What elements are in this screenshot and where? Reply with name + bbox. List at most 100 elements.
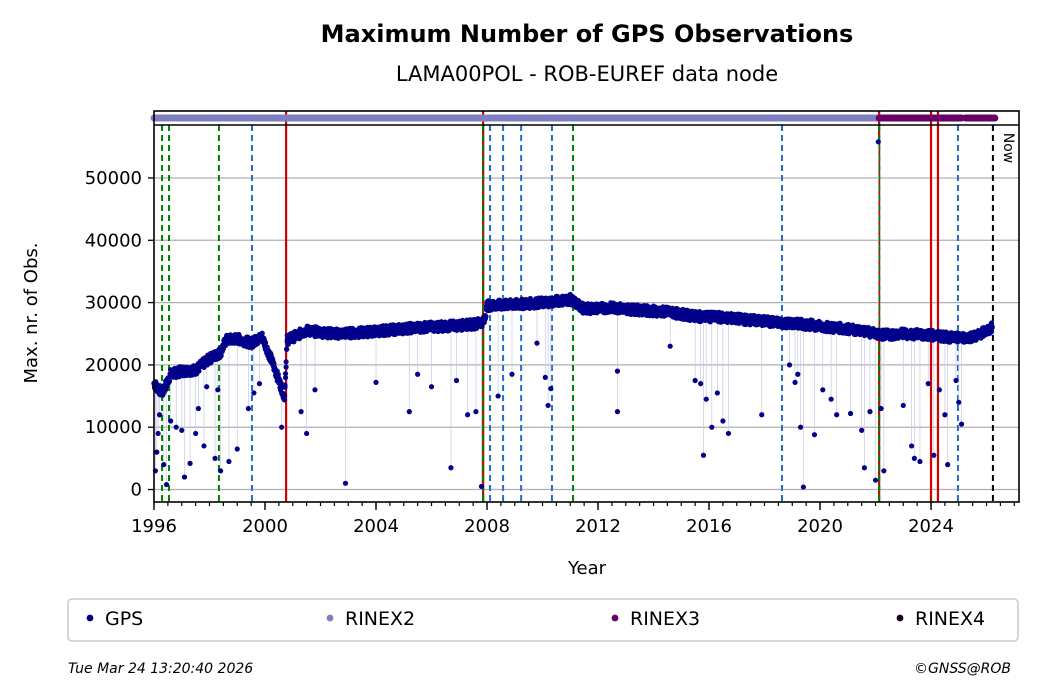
gps-point <box>195 405 202 412</box>
gps-point <box>989 324 995 331</box>
gps-point <box>795 371 801 377</box>
gps-point <box>847 410 854 417</box>
x-tick-label: 1996 <box>131 516 177 537</box>
gps-point <box>281 393 288 399</box>
gps-point <box>956 399 962 405</box>
gps-point <box>464 412 471 418</box>
legend-marker <box>611 614 619 622</box>
chart-subtitle: LAMA00POL - ROB-EUREF data node <box>396 62 778 86</box>
gps-point <box>928 332 934 338</box>
gps-point <box>223 337 229 343</box>
gps-point <box>509 371 515 377</box>
gps-point <box>748 317 754 323</box>
gps-point <box>415 324 421 331</box>
gps-point <box>942 334 948 340</box>
y-axis-ticks: 0 10000 20000 30000 40000 50000 <box>85 168 154 501</box>
gps-point <box>218 468 224 474</box>
x-axis-label: Year <box>567 558 607 579</box>
gps-point <box>448 465 454 471</box>
gps-point <box>759 412 765 418</box>
gps-point <box>251 390 257 396</box>
gps-point <box>637 307 643 313</box>
gps-point <box>387 327 393 333</box>
chart-title: Maximum Number of GPS Observations <box>321 20 854 48</box>
legend-box <box>67 598 1019 642</box>
gps-point <box>861 465 868 471</box>
legend: GPS RINEX2 RINEX3 RINEX4 <box>86 608 985 630</box>
y-tick-label: 10000 <box>85 417 142 438</box>
gps-point <box>664 309 670 315</box>
legend-marker <box>896 614 904 622</box>
gps-point <box>275 371 281 378</box>
gps-point <box>878 332 884 338</box>
gps-point <box>720 314 726 321</box>
gps-point <box>911 455 917 461</box>
gps-point <box>483 314 489 320</box>
event-lines <box>161 111 994 502</box>
gps-point <box>881 468 887 474</box>
gps-point <box>775 319 781 326</box>
gps-point <box>226 458 232 465</box>
gps-point <box>925 381 931 387</box>
gps-point <box>283 359 289 365</box>
y-tick-label: 0 <box>131 480 142 501</box>
gps-point <box>212 455 218 461</box>
gps-point <box>259 330 265 336</box>
gps-point <box>614 368 621 374</box>
gps-point <box>725 430 732 437</box>
gps-point <box>359 329 365 336</box>
gps-point <box>428 384 435 390</box>
gps-point <box>279 424 285 430</box>
legend-label: GPS <box>105 608 143 630</box>
grid-lines <box>154 177 1019 491</box>
gps-point <box>484 303 490 309</box>
gps-point <box>442 323 448 329</box>
gps-point <box>481 318 487 324</box>
gps-point <box>534 340 540 346</box>
gps-point <box>859 427 865 433</box>
gps-point <box>875 139 881 145</box>
gps-point <box>720 418 726 424</box>
gps-point <box>667 343 673 349</box>
gps-point <box>282 375 289 381</box>
gps-point <box>248 340 254 346</box>
gps-point <box>173 424 179 430</box>
gps-point <box>714 390 720 396</box>
gps-point <box>161 462 167 468</box>
gps-point <box>284 337 290 343</box>
gps-point <box>945 462 951 468</box>
gps-point <box>470 321 476 328</box>
gps-point <box>709 424 715 430</box>
now-label: Now <box>1000 133 1016 164</box>
x-tick-label: 2020 <box>797 516 843 537</box>
gps-point <box>206 356 213 362</box>
gps-point <box>204 384 210 390</box>
gps-point <box>282 382 288 388</box>
x-tick-label: 2016 <box>686 516 732 537</box>
gps-point <box>215 387 221 393</box>
x-tick-label: 2004 <box>353 516 399 537</box>
gps-point <box>234 446 240 452</box>
gps-point <box>867 409 873 415</box>
gps-point <box>936 387 942 393</box>
legend-marker <box>86 614 94 622</box>
gps-point <box>193 367 199 373</box>
gps-point <box>859 328 865 334</box>
gps-point <box>179 427 185 433</box>
y-tick-label: 20000 <box>85 355 142 376</box>
gps-point <box>797 424 804 430</box>
gps-point <box>297 326 303 332</box>
gps-point <box>542 374 548 380</box>
gps-point <box>900 331 906 337</box>
gps-point <box>166 378 173 384</box>
gps-point <box>900 402 906 409</box>
gps-point <box>548 385 554 392</box>
y-tick-label: 30000 <box>85 293 142 314</box>
gps-point <box>298 409 304 415</box>
gps-point <box>193 430 199 437</box>
gps-point <box>581 306 587 312</box>
x-tick-label: 2000 <box>242 516 288 537</box>
gps-point <box>545 402 551 409</box>
gps-point <box>312 387 318 393</box>
gps-point <box>567 296 573 303</box>
